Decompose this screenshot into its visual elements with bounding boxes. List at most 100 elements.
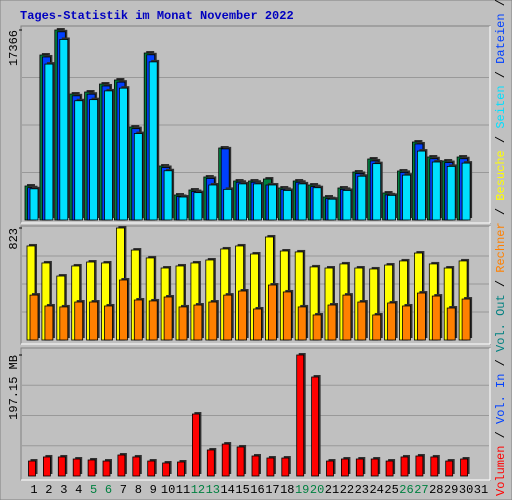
bar bbox=[282, 190, 292, 221]
bar bbox=[297, 306, 307, 341]
x-tick-label: 31 bbox=[474, 483, 488, 497]
bar bbox=[296, 354, 305, 477]
bar bbox=[312, 314, 322, 341]
legend-separator: / bbox=[494, 201, 508, 223]
bar bbox=[163, 170, 173, 221]
bar bbox=[74, 301, 84, 341]
x-tick-label: 12 bbox=[191, 483, 205, 497]
bar bbox=[89, 301, 98, 341]
bar bbox=[238, 290, 248, 341]
bar bbox=[208, 301, 218, 341]
legend-separator: / bbox=[494, 273, 508, 295]
x-tick-label: 2 bbox=[45, 483, 52, 497]
x-tick-label: 19 bbox=[295, 483, 309, 497]
legend-separator: / bbox=[494, 64, 508, 86]
bar bbox=[236, 446, 245, 477]
bar bbox=[147, 460, 156, 477]
x-tick-label: 22 bbox=[340, 483, 354, 497]
legend-entry: Volumen bbox=[494, 446, 508, 496]
bar bbox=[385, 460, 394, 477]
x-tick-label: 11 bbox=[176, 483, 190, 497]
x-tick-label: 3 bbox=[60, 483, 67, 497]
x-tick-label: 27 bbox=[414, 483, 428, 497]
bar bbox=[460, 458, 469, 477]
x-tick-label: 9 bbox=[150, 483, 157, 497]
x-tick-label: 21 bbox=[325, 483, 339, 497]
bar bbox=[431, 161, 441, 221]
bar bbox=[223, 294, 233, 341]
bar bbox=[44, 305, 54, 341]
bar bbox=[133, 133, 143, 221]
bar bbox=[297, 183, 307, 221]
bar bbox=[253, 183, 262, 221]
bar bbox=[253, 308, 262, 341]
bar bbox=[57, 456, 66, 477]
x-tick-label: 10 bbox=[161, 483, 175, 497]
bar bbox=[282, 291, 292, 341]
x-tick-label: 13 bbox=[206, 483, 220, 497]
bar bbox=[326, 460, 334, 477]
bar bbox=[267, 284, 277, 341]
x-tick-label: 4 bbox=[75, 483, 82, 497]
bar bbox=[177, 461, 185, 477]
bar bbox=[162, 462, 171, 477]
bar bbox=[446, 307, 456, 341]
bar bbox=[357, 175, 367, 221]
bar bbox=[193, 192, 203, 221]
x-tick-label: 20 bbox=[310, 483, 324, 497]
bar bbox=[416, 150, 426, 221]
legend-entry: Vol. In bbox=[494, 374, 508, 424]
bar bbox=[430, 456, 439, 477]
legend-separator: / bbox=[494, 129, 508, 151]
bar bbox=[312, 187, 322, 221]
x-tick-label: 17 bbox=[265, 483, 279, 497]
bar bbox=[148, 300, 158, 341]
bar bbox=[446, 165, 456, 221]
bar bbox=[191, 413, 200, 477]
bar bbox=[387, 194, 397, 221]
legend-separator: / bbox=[494, 424, 508, 446]
x-tick-label: 8 bbox=[135, 483, 142, 497]
bar bbox=[72, 458, 81, 477]
x-tick-label: 14 bbox=[220, 483, 234, 497]
bar bbox=[281, 457, 290, 477]
bar bbox=[445, 460, 454, 477]
bar bbox=[43, 456, 51, 477]
bar bbox=[89, 99, 98, 221]
x-tick-label: 6 bbox=[105, 483, 112, 497]
x-tick-label: 15 bbox=[235, 483, 249, 497]
bar bbox=[44, 63, 54, 221]
bar bbox=[416, 292, 426, 341]
x-tick-label: 29 bbox=[444, 483, 458, 497]
legend-entry: Besuche bbox=[494, 150, 508, 200]
bar bbox=[132, 456, 141, 477]
legend-entry: Vol. Out bbox=[494, 294, 508, 352]
bar bbox=[221, 443, 230, 477]
legend-entry: Seiten bbox=[494, 85, 508, 128]
bar bbox=[415, 455, 424, 477]
bar bbox=[266, 457, 275, 477]
bar bbox=[59, 39, 69, 221]
bar bbox=[104, 305, 113, 341]
x-tick-label: 7 bbox=[120, 483, 127, 497]
x-tick-label: 30 bbox=[459, 483, 473, 497]
x-tick-label: 23 bbox=[355, 483, 369, 497]
bar bbox=[102, 460, 111, 477]
bar bbox=[342, 294, 352, 341]
bar bbox=[357, 301, 367, 341]
legend: Volumen / Vol. In / Vol. Out / Rechner /… bbox=[494, 0, 508, 496]
bar bbox=[119, 87, 128, 221]
bar bbox=[28, 460, 36, 477]
legend-separator: / bbox=[494, 352, 508, 374]
chart-title: Tages-Statistik im Monat November 2022 bbox=[20, 9, 294, 23]
x-tick-label: 24 bbox=[369, 483, 383, 497]
y-tick-label: 17366 bbox=[7, 30, 21, 66]
bar bbox=[372, 314, 382, 341]
bar bbox=[387, 302, 397, 341]
bar bbox=[29, 188, 39, 221]
x-tick-label: 5 bbox=[90, 483, 97, 497]
bar bbox=[461, 162, 471, 221]
x-tick-label: 16 bbox=[250, 483, 264, 497]
